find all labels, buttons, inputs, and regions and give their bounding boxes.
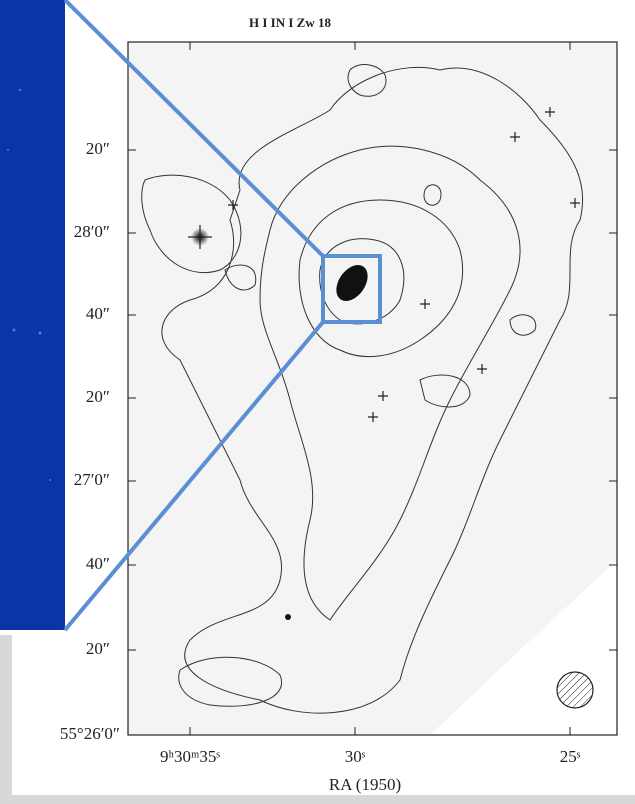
beam (557, 672, 593, 708)
zoom-panel (0, 0, 65, 630)
x-tick-label: 9ʰ30ᵐ35ˢ (160, 747, 220, 766)
side-strip (0, 635, 12, 804)
x-tick-label: 30ˢ (345, 747, 366, 766)
y-tick-label: 55°26′0″ (60, 724, 120, 743)
figure: H I IN I Zw 18 20″ 28′0″ 40″ 20″ 27′0″ 4… (0, 0, 635, 804)
y-tick-label: 27′0″ (74, 470, 110, 489)
y-tick-label: 20″ (86, 139, 110, 158)
y-tick-label: 28′0″ (74, 222, 110, 241)
bottom-strip (0, 795, 635, 804)
y-tick-label: 20″ (86, 639, 110, 658)
x-axis-label: RA (1950) (329, 775, 401, 794)
y-tick-label: 40″ (86, 554, 110, 573)
y-tick-label: 20″ (86, 387, 110, 406)
y-tick-label: 40″ (86, 304, 110, 323)
x-tick-label: 25ˢ (560, 747, 581, 766)
chart-title: H I IN I Zw 18 (249, 15, 331, 30)
